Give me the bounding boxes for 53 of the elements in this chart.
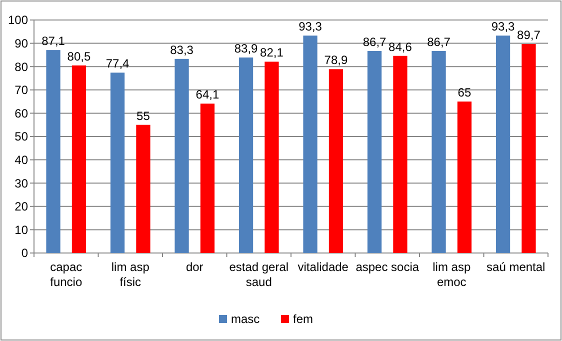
bar: [238, 58, 254, 253]
y-tick-label: 50: [14, 130, 28, 144]
bar: [136, 124, 150, 253]
bar: [174, 58, 189, 253]
bar: [264, 62, 279, 253]
text: 64,1: [196, 88, 220, 102]
bar: [457, 102, 472, 253]
x-tick-label: dor: [186, 260, 204, 274]
y-tick-label: 40: [14, 153, 28, 167]
text: 78,9: [324, 53, 348, 68]
legend-label: masc: [231, 312, 260, 326]
y-tick-label: 20: [14, 200, 28, 214]
text: 93,3: [298, 20, 322, 34]
x-tick-label: saú mental: [486, 260, 546, 274]
legend-label: fem: [293, 312, 314, 326]
text: 86,7: [427, 34, 450, 49]
y-tick-label: 0: [21, 246, 28, 260]
bar: [328, 69, 344, 253]
bar: [367, 50, 382, 253]
x-tick-label: vitalidade: [298, 260, 349, 274]
text: 77,4: [106, 56, 130, 71]
text: 80,5: [67, 49, 91, 64]
bar: [432, 50, 446, 253]
bar: [393, 56, 408, 253]
y-tick-label: 70: [14, 83, 28, 98]
bar: [496, 36, 510, 253]
text: 83,3: [170, 42, 194, 57]
text: 84,6: [388, 40, 412, 54]
y-tick-label: 30: [14, 176, 28, 190]
text: 55: [136, 108, 150, 123]
bar: [200, 104, 215, 253]
x-tick-label: aspec socia: [356, 260, 420, 274]
bar: [522, 44, 536, 253]
x-tick-label: capac funcio: [50, 260, 82, 289]
text: 86,7: [362, 34, 386, 49]
y-tick-label: 90: [14, 36, 28, 50]
text: 93,3: [491, 20, 515, 34]
text: 89,7: [517, 28, 540, 42]
bar: [303, 36, 318, 253]
text: 82,1: [260, 46, 284, 60]
text: 83,9: [234, 42, 258, 56]
x-tick-label: estad geral saud: [229, 260, 289, 289]
bar: [110, 72, 125, 253]
bar: [46, 50, 60, 253]
bar: [72, 65, 86, 253]
text: 87,1: [42, 34, 65, 48]
y-tick-label: 100: [8, 13, 28, 28]
text: 65: [458, 86, 472, 100]
y-tick-label: 10: [14, 222, 28, 237]
x-tick-label: lim asp emoc: [432, 260, 471, 289]
y-tick-label: 60: [14, 106, 28, 120]
y-tick-label: 80: [14, 60, 28, 74]
x-tick-label: lim asp físic: [111, 260, 150, 289]
